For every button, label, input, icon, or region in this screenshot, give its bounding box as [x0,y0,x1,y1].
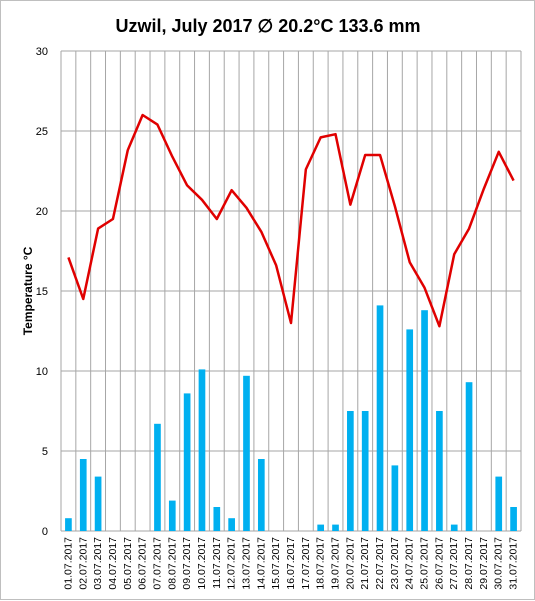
y-tick-label: 5 [42,446,48,458]
x-tick-label: 23.07.2017 [389,537,401,590]
y-tick-label: 25 [36,126,48,138]
precipitation-bar [168,500,176,531]
x-tick-label: 29.07.2017 [478,537,490,590]
x-tick-label: 28.07.2017 [463,537,475,590]
x-tick-label: 06.07.2017 [137,537,149,590]
precipitation-bar [213,507,221,531]
precipitation-bar [450,524,458,531]
precipitation-bar [421,310,428,531]
chart-title: Uzwil, July 2017 ∅ 20.2°C 133.6 mm [115,16,420,36]
y-axis-label: Temperature °C [21,246,35,335]
precipitation-bar [495,476,503,531]
temperature-line-path [67,113,515,328]
y-tick-label: 10 [36,366,48,378]
y-axis-ticks: 0 5 10 15 20 25 30 [36,46,48,538]
y-tick-label: 0 [42,526,48,538]
precipitation-bar [79,459,87,531]
x-tick-label: 08.07.2017 [166,537,178,590]
x-tick-label: 16.07.2017 [285,537,297,590]
gridlines [60,50,522,532]
precipitation-bars [65,305,517,531]
x-tick-label: 18.07.2017 [315,537,327,590]
x-tick-label: 21.07.2017 [359,537,371,590]
x-tick-label: 27.07.2017 [448,537,460,590]
x-tick-label: 25.07.2017 [419,537,431,590]
x-tick-label: 22.07.2017 [374,537,386,590]
x-tick-label: 05.07.2017 [122,537,134,590]
precipitation-bar [154,423,161,531]
precipitation-bar [257,459,265,531]
x-tick-label: 07.07.2017 [151,537,163,590]
x-tick-label: 09.07.2017 [181,537,193,590]
x-tick-label: 13.07.2017 [240,537,252,590]
x-tick-label: 31.07.2017 [508,537,520,590]
x-tick-label: 26.07.2017 [433,537,445,590]
y-tick-label: 15 [36,286,48,298]
precipitation-bar [436,411,443,531]
precipitation-bar [391,465,399,531]
precipitation-bar [376,305,384,531]
x-tick-label: 01.07.2017 [62,537,74,590]
x-tick-label: 24.07.2017 [404,537,416,590]
x-axis-ticks: 01.07.2017 02.07.2017 03.07.2017 04.07.2017… [62,537,519,590]
x-tick-label: 04.07.2017 [107,537,119,590]
precipitation-bar [198,369,206,531]
x-tick-label: 03.07.2017 [92,537,104,590]
x-tick-label: 02.07.2017 [77,537,89,590]
temperature-line [67,113,515,328]
precipitation-bar [361,411,369,531]
precipitation-bar [94,476,102,531]
precipitation-bar [510,507,517,531]
x-tick-label: 11.07.2017 [211,537,223,589]
x-tick-label: 14.07.2017 [255,537,267,590]
precipitation-bar [243,375,250,531]
x-tick-label: 19.07.2017 [330,537,342,590]
precipitation-bar [317,524,325,531]
y-tick-label: 20 [36,206,48,218]
precipitation-bar [347,411,354,531]
x-tick-label: 10.07.2017 [196,537,208,590]
x-tick-label: 20.07.2017 [344,537,356,590]
y-tick-label: 30 [36,46,48,58]
x-tick-label: 12.07.2017 [226,537,238,590]
x-tick-label: 15.07.2017 [270,537,282,590]
precipitation-bar [183,393,191,531]
x-tick-label: 17.07.2017 [300,537,312,590]
precipitation-bar [228,518,235,531]
precipitation-bar [465,382,473,531]
x-tick-label: 30.07.2017 [493,537,505,590]
precipitation-bar [65,518,72,531]
precipitation-bar [332,524,339,531]
precipitation-bar [406,329,414,531]
